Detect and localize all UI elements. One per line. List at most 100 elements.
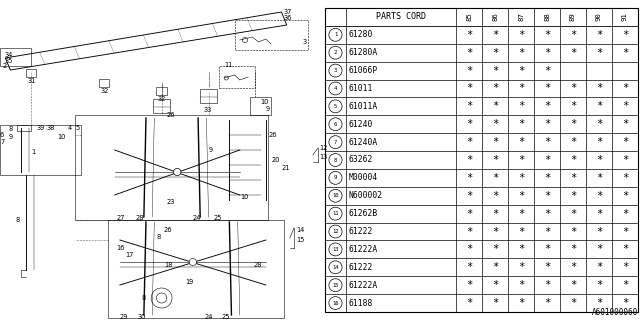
Text: *: * (544, 191, 550, 201)
Text: *: * (466, 66, 472, 76)
Text: *: * (570, 173, 576, 183)
Text: *: * (622, 191, 628, 201)
Circle shape (329, 225, 342, 238)
Text: *: * (492, 155, 498, 165)
Text: *: * (518, 280, 524, 290)
Text: 8: 8 (156, 234, 161, 240)
Text: *: * (492, 280, 498, 290)
Text: 18: 18 (164, 262, 173, 268)
Text: *: * (622, 119, 628, 129)
Text: *: * (492, 30, 498, 40)
Text: 86: 86 (492, 12, 498, 21)
Text: 61222A: 61222A (349, 245, 378, 254)
Text: 21: 21 (282, 165, 290, 171)
Bar (26, 69, 36, 77)
Text: *: * (518, 84, 524, 93)
Text: *: * (466, 173, 472, 183)
Text: *: * (492, 119, 498, 129)
Text: 11: 11 (224, 62, 232, 68)
Text: 61262B: 61262B (349, 209, 378, 218)
Text: *: * (596, 155, 602, 165)
Text: *: * (596, 244, 602, 254)
Text: 25: 25 (214, 215, 222, 221)
Text: 13: 13 (332, 247, 339, 252)
Text: *: * (518, 66, 524, 76)
Text: A601000060: A601000060 (592, 308, 638, 317)
Text: 15: 15 (332, 283, 339, 288)
Text: 27: 27 (116, 215, 125, 221)
Text: *: * (596, 48, 602, 58)
Circle shape (329, 279, 342, 292)
Text: *: * (570, 280, 576, 290)
Text: *: * (544, 155, 550, 165)
Text: M00004: M00004 (349, 173, 378, 182)
Text: *: * (492, 262, 498, 272)
Text: 61280: 61280 (349, 30, 373, 39)
Text: *: * (492, 137, 498, 147)
Text: *: * (544, 244, 550, 254)
Text: *: * (492, 84, 498, 93)
Text: 16: 16 (116, 245, 125, 251)
Text: 19: 19 (186, 279, 194, 285)
Text: 8: 8 (15, 217, 20, 223)
Text: 9: 9 (266, 106, 270, 112)
Text: *: * (570, 101, 576, 111)
Bar (219, 66, 255, 88)
Text: 9: 9 (334, 175, 337, 180)
Text: *: * (570, 137, 576, 147)
Text: 87: 87 (518, 12, 524, 21)
Text: 89: 89 (570, 12, 576, 21)
Text: *: * (518, 227, 524, 236)
Text: *: * (570, 191, 576, 201)
Text: 61222A: 61222A (349, 281, 378, 290)
Circle shape (329, 28, 342, 41)
Text: *: * (544, 119, 550, 129)
Text: 3: 3 (302, 39, 307, 45)
Text: 5: 5 (334, 104, 337, 109)
Text: 31: 31 (27, 78, 35, 84)
Text: *: * (596, 209, 602, 219)
Text: 36: 36 (284, 15, 292, 21)
Text: 15: 15 (296, 237, 305, 243)
Text: *: * (570, 119, 576, 129)
Text: 61066P: 61066P (349, 66, 378, 75)
Text: *: * (466, 48, 472, 58)
Circle shape (329, 189, 342, 202)
Text: *: * (622, 101, 628, 111)
Text: *: * (466, 137, 472, 147)
Text: *: * (570, 244, 576, 254)
Text: *: * (544, 84, 550, 93)
Text: 13: 13 (319, 154, 327, 160)
Text: 28: 28 (136, 215, 144, 221)
Text: *: * (544, 48, 550, 58)
Text: *: * (518, 173, 524, 183)
Text: *: * (466, 244, 472, 254)
Text: 35: 35 (4, 58, 13, 64)
Text: *: * (544, 227, 550, 236)
Text: *: * (570, 227, 576, 236)
Text: *: * (518, 244, 524, 254)
Text: 26: 26 (269, 132, 278, 138)
Text: *: * (544, 66, 550, 76)
Text: 8: 8 (8, 126, 13, 132)
Text: *: * (570, 262, 576, 272)
Circle shape (329, 297, 342, 309)
Text: *: * (466, 155, 472, 165)
Text: *: * (492, 209, 498, 219)
Text: 14: 14 (296, 227, 305, 233)
Text: 88: 88 (544, 12, 550, 21)
Text: *: * (570, 298, 576, 308)
Text: 10: 10 (58, 134, 66, 140)
Text: 6: 6 (0, 132, 4, 138)
Text: *: * (544, 262, 550, 272)
Text: *: * (622, 262, 628, 272)
Bar (17, 125, 31, 131)
Text: PARTS CORD: PARTS CORD (376, 12, 426, 21)
Text: 24: 24 (204, 314, 213, 320)
Text: *: * (466, 191, 472, 201)
Text: 26: 26 (167, 112, 175, 118)
Bar (235, 20, 308, 50)
Text: 29: 29 (120, 314, 128, 320)
Text: 17: 17 (125, 252, 134, 258)
Text: 2: 2 (2, 63, 6, 69)
